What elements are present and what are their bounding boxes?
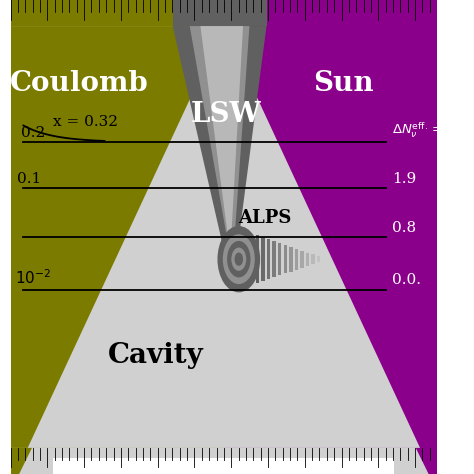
- Text: 0.2: 0.2: [21, 126, 46, 140]
- Bar: [10, 0, 198, 26]
- Polygon shape: [416, 448, 437, 474]
- Ellipse shape: [223, 234, 255, 284]
- Text: LSW: LSW: [191, 101, 261, 128]
- Bar: [267, 239, 270, 279]
- Bar: [173, 0, 266, 26]
- Text: $10^{-2}$: $10^{-2}$: [15, 269, 51, 287]
- Text: 0.0.: 0.0.: [392, 273, 421, 287]
- Polygon shape: [10, 448, 32, 474]
- Bar: [256, 236, 259, 283]
- Bar: [198, 0, 437, 26]
- Bar: [273, 241, 276, 277]
- Bar: [10, 448, 437, 474]
- Polygon shape: [173, 26, 266, 288]
- Bar: [261, 237, 265, 281]
- Polygon shape: [10, 26, 224, 448]
- Polygon shape: [190, 26, 249, 269]
- Bar: [317, 256, 320, 262]
- Bar: [311, 255, 315, 264]
- Bar: [53, 458, 394, 474]
- Bar: [306, 253, 309, 266]
- Ellipse shape: [218, 226, 260, 292]
- Polygon shape: [201, 26, 243, 255]
- Polygon shape: [198, 26, 437, 448]
- Text: $\Delta N_{\nu}^{\rm eff.}= 3.5$: $\Delta N_{\nu}^{\rm eff.}= 3.5$: [392, 120, 468, 140]
- Text: 1.9: 1.9: [392, 172, 417, 186]
- Ellipse shape: [227, 241, 251, 277]
- Polygon shape: [27, 26, 420, 448]
- Text: ALPS: ALPS: [237, 209, 291, 227]
- Text: Sun: Sun: [313, 70, 374, 97]
- Bar: [295, 249, 298, 270]
- Text: Coulomb: Coulomb: [9, 70, 148, 97]
- Text: 0.1: 0.1: [17, 172, 41, 186]
- Bar: [289, 247, 292, 272]
- Bar: [300, 251, 304, 268]
- Ellipse shape: [231, 247, 246, 271]
- Text: x = 0.32: x = 0.32: [53, 115, 118, 129]
- Ellipse shape: [235, 253, 243, 266]
- Bar: [283, 245, 287, 273]
- Text: Cavity: Cavity: [108, 342, 203, 369]
- Bar: [278, 243, 282, 275]
- Text: 0.8: 0.8: [392, 220, 417, 235]
